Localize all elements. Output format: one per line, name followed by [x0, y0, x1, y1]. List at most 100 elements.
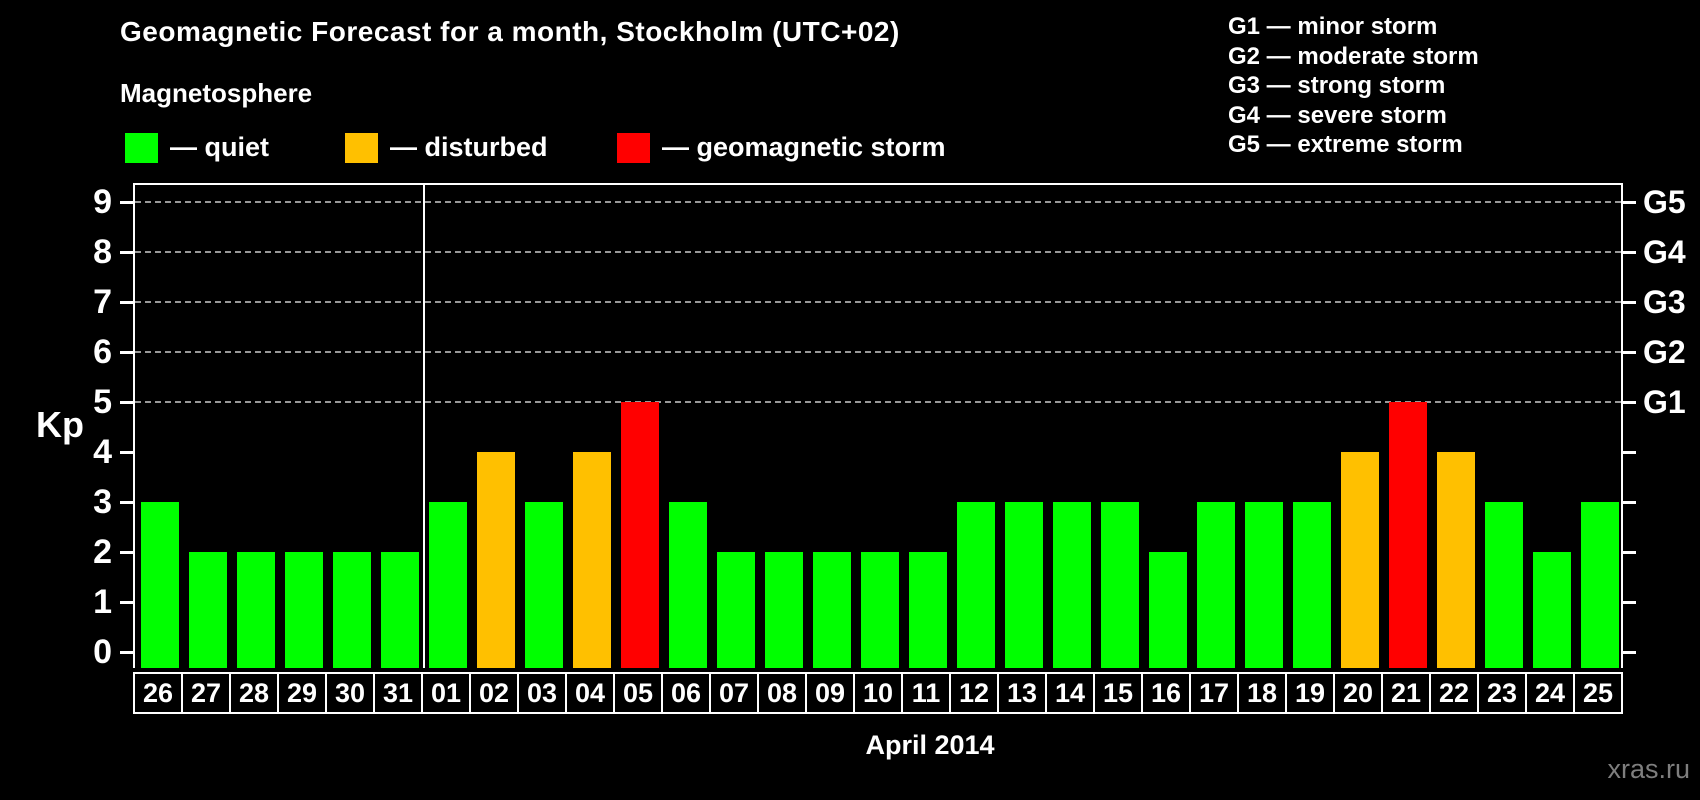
right-y-tick: [1623, 451, 1636, 454]
kp-bar-day-24: [1533, 552, 1571, 668]
day-label-10: 10: [855, 674, 901, 712]
legend-label-storm: — geomagnetic storm: [662, 132, 946, 162]
watermark: xras.ru: [1607, 754, 1690, 784]
kp-bar-day-22: [1437, 452, 1475, 668]
kp-bar-day-10: [861, 552, 899, 668]
day-label-16: 16: [1143, 674, 1189, 712]
kp-bar-day-26: [141, 502, 179, 668]
right-y-tick: [1623, 251, 1636, 254]
quiet-swatch-icon: [125, 132, 158, 163]
day-label-06: 06: [663, 674, 709, 712]
day-label-03: 03: [519, 674, 565, 712]
month-separator-line: [423, 185, 425, 668]
kp-bar-day-27: [189, 552, 227, 668]
left-y-tick: [120, 251, 133, 254]
right-y-tick: [1623, 551, 1636, 554]
day-label-21: 21: [1383, 674, 1429, 712]
kp-bar-day-06: [669, 502, 707, 668]
legend-item-storm: — geomagnetic storm: [617, 132, 946, 163]
right-y-tick: [1623, 401, 1636, 404]
day-label-23: 23: [1479, 674, 1525, 712]
kp-axis-title: Kp: [36, 404, 84, 445]
day-label-28: 28: [231, 674, 277, 712]
right-y-tick: [1623, 501, 1636, 504]
gridline-kp-5: [135, 401, 1621, 403]
day-label-18: 18: [1239, 674, 1285, 712]
kp-bar-day-19: [1293, 502, 1331, 668]
legend-item-quiet: — quiet: [125, 132, 269, 163]
g-scale-legend-line: G4 — severe storm: [1228, 101, 1447, 129]
day-label-24: 24: [1527, 674, 1573, 712]
left-y-tick: [120, 651, 133, 654]
g-level-label-G1: G1: [1643, 384, 1686, 420]
g-scale-legend-line: G3 — strong storm: [1228, 72, 1446, 100]
day-label-row: 26 27 28 29 30 31 01 02 03 04 05 06 07 08 09 10 11 12 13 14…: [133, 672, 1623, 714]
kp-bar-day-20: [1341, 452, 1379, 668]
kp-bar-day-21: [1389, 402, 1427, 668]
storm-swatch-icon: [617, 132, 650, 163]
left-y-tick: [120, 201, 133, 204]
kp-bar-day-03: [525, 502, 563, 668]
kp-bar-day-07: [717, 552, 755, 668]
left-y-tick: [120, 401, 133, 404]
day-label-22: 22: [1431, 674, 1477, 712]
kp-bar-day-04: [573, 452, 611, 668]
kp-bar-day-25: [1581, 502, 1619, 668]
y-axis-label-6: 6: [93, 333, 112, 371]
kp-bar-day-18: [1245, 502, 1283, 668]
right-y-tick: [1623, 301, 1636, 304]
month-label: April 2014: [865, 730, 995, 760]
day-label-15: 15: [1095, 674, 1141, 712]
gridline-kp-8: [135, 251, 1621, 253]
g-scale-legend-line: G1 — minor storm: [1228, 13, 1438, 40]
kp-bar-day-09: [813, 552, 851, 668]
kp-bar-day-13: [1005, 502, 1043, 668]
kp-bar-day-29: [285, 552, 323, 668]
day-label-13: 13: [999, 674, 1045, 712]
right-y-tick: [1623, 201, 1636, 204]
kp-bar-day-01: [429, 502, 467, 668]
kp-bar-day-08: [765, 552, 803, 668]
day-label-20: 20: [1335, 674, 1381, 712]
g-level-label-G3: G3: [1643, 284, 1686, 320]
day-label-01: 01: [423, 674, 469, 712]
gridline-kp-9: [135, 201, 1621, 203]
left-y-tick: [120, 551, 133, 554]
kp-bar-day-28: [237, 552, 275, 668]
magnetosphere-label: Magnetosphere: [120, 78, 313, 108]
gridline-kp-6: [135, 351, 1621, 353]
y-axis-label-1: 1: [93, 583, 112, 621]
left-y-tick: [120, 301, 133, 304]
day-label-27: 27: [183, 674, 229, 712]
page-title: Geomagnetic Forecast for a month, Stockh…: [120, 16, 900, 47]
gridline-kp-7: [135, 301, 1621, 303]
kp-bar-day-16: [1149, 552, 1187, 668]
kp-bar-day-02: [477, 452, 515, 668]
day-label-09: 09: [807, 674, 853, 712]
kp-bar-day-12: [957, 502, 995, 668]
left-y-tick: [120, 501, 133, 504]
day-label-07: 07: [711, 674, 757, 712]
y-axis-label-8: 8: [93, 233, 112, 271]
y-axis-label-0: 0: [93, 633, 112, 671]
y-axis-label-5: 5: [93, 383, 112, 421]
kp-bar-day-23: [1485, 502, 1523, 668]
kp-bar-day-17: [1197, 502, 1235, 668]
day-label-12: 12: [951, 674, 997, 712]
y-axis-label-9: 9: [93, 183, 112, 221]
day-label-25: 25: [1575, 674, 1621, 712]
left-y-tick: [120, 351, 133, 354]
y-axis-label-3: 3: [93, 483, 112, 521]
y-axis-label-7: 7: [93, 283, 112, 321]
day-label-02: 02: [471, 674, 517, 712]
disturbed-swatch-icon: [345, 132, 378, 163]
day-label-26: 26: [135, 674, 181, 712]
g-level-label-G5: G5: [1643, 184, 1686, 220]
g-scale-legend: G1 — minor storm G2 — moderate storm G3 — …: [1228, 12, 1479, 160]
day-label-29: 29: [279, 674, 325, 712]
left-y-tick: [120, 601, 133, 604]
right-y-tick: [1623, 351, 1636, 354]
right-y-tick: [1623, 651, 1636, 654]
kp-bar-day-14: [1053, 502, 1091, 668]
day-label-30: 30: [327, 674, 373, 712]
